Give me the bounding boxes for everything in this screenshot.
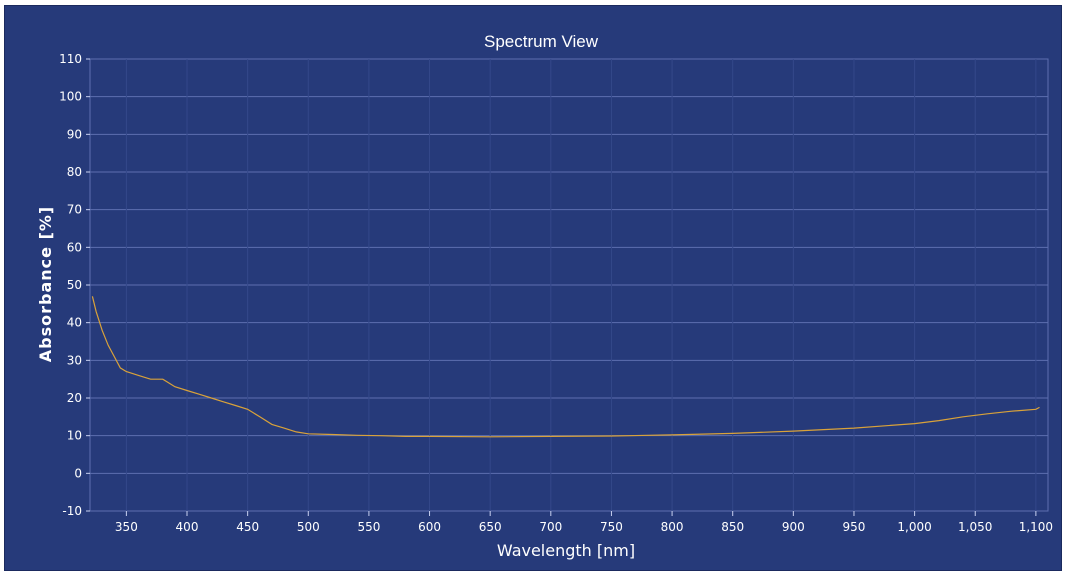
y-tick-label: 10 — [67, 429, 82, 443]
y-tick-label: 70 — [67, 203, 82, 217]
x-tick-label: 550 — [357, 520, 380, 534]
x-tick-label: 1,000 — [897, 520, 931, 534]
x-tick-label: 1,050 — [958, 520, 992, 534]
x-axis-label: Wavelength [nm] — [497, 541, 635, 560]
x-tick-label: 400 — [176, 520, 199, 534]
x-tick-label: 650 — [479, 520, 502, 534]
x-tick-label: 1,100 — [1019, 520, 1053, 534]
y-tick-label: 0 — [74, 466, 82, 480]
y-tick-label: 60 — [67, 240, 82, 254]
x-tick-label: 900 — [782, 520, 805, 534]
y-axis-label: Absorbance [%] — [36, 206, 55, 362]
x-tick-label: 600 — [418, 520, 441, 534]
x-tick-label: 350 — [115, 520, 138, 534]
y-tick-label: 110 — [59, 52, 82, 66]
series-line — [91, 296, 1040, 438]
y-tick-label: 30 — [67, 353, 82, 367]
x-tick-label: 850 — [721, 520, 744, 534]
y-tick-label: 40 — [67, 316, 82, 330]
y-tick-label: 20 — [67, 391, 82, 405]
x-tick-label: 500 — [297, 520, 320, 534]
y-tick-label: 100 — [59, 90, 82, 104]
x-tick-label: 450 — [236, 520, 259, 534]
x-tick-label: 700 — [539, 520, 562, 534]
x-tick-label: 800 — [661, 520, 684, 534]
y-tick-label: 80 — [67, 165, 82, 179]
x-tick-label: 750 — [600, 520, 623, 534]
y-tick-label: 50 — [67, 278, 82, 292]
x-tick-label: 950 — [843, 520, 866, 534]
x-axis-ticks: 350 400 450 500 550 600 650 700 750 800 850 900 950 1… — [115, 511, 1053, 534]
y-tick-label: -10 — [62, 504, 82, 518]
chart-title: Spectrum View — [484, 32, 599, 51]
y-tick-label: 90 — [67, 127, 82, 141]
y-axis-ticks: -10 0 10 20 30 40 50 60 70 80 90 100 110 — [59, 52, 90, 518]
